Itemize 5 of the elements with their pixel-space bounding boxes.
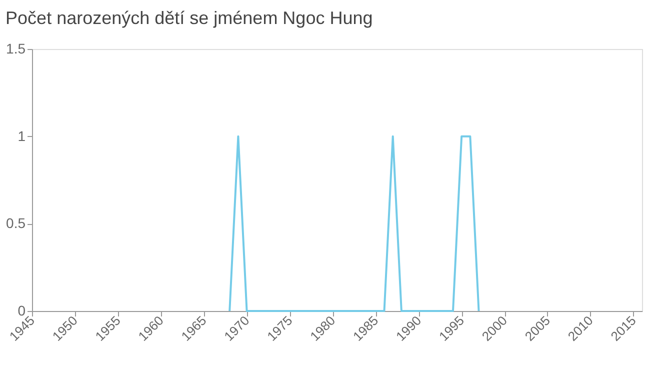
y-tick-label: 1 <box>18 128 26 144</box>
y-tick-label: 0.5 <box>6 215 26 232</box>
chart-title: Počet narozených dětí se jménem Ngoc Hung <box>6 8 373 28</box>
y-tick-label: 1.5 <box>6 40 26 56</box>
y-tick-label: 0 <box>18 302 26 318</box>
